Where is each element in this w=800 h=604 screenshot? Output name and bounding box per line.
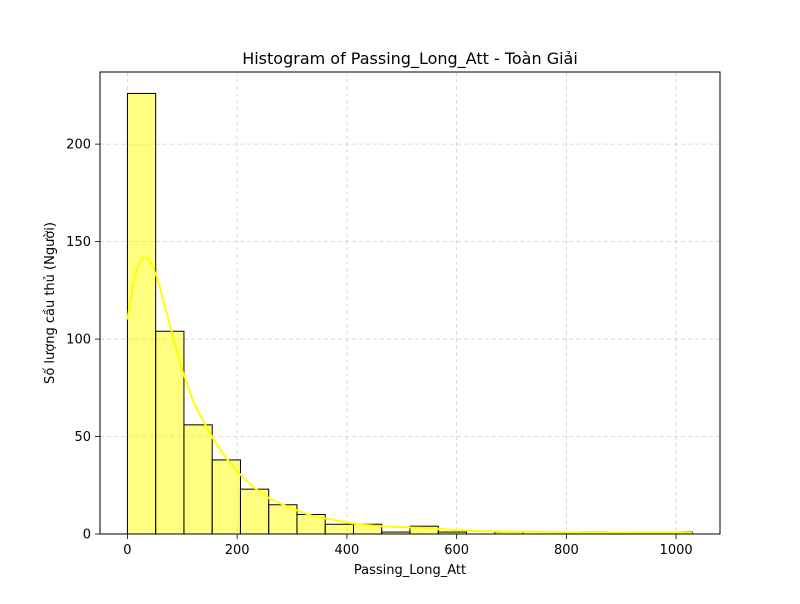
x-axis-ticks: 0 200 400 600 800 1000 — [123, 534, 693, 558]
histogram-bar — [183, 424, 213, 535]
histogram-bar — [239, 488, 270, 535]
plot-frame — [99, 71, 721, 535]
chart-title: Histogram of Passing_Long_Att - Toàn Giả… — [242, 49, 578, 69]
y-tick-label: 150 — [66, 235, 91, 250]
y-tick-label: 100 — [66, 333, 91, 348]
bars-layer — [126, 92, 694, 535]
x-axis-label: Passing_Long_Att — [354, 563, 466, 578]
y-tick-label: 0 — [83, 528, 91, 543]
x-tick-label: 600 — [444, 543, 469, 558]
kde-curve — [126, 255, 693, 534]
x-tick-label: 800 — [554, 543, 579, 558]
x-tick-label: 400 — [334, 543, 359, 558]
y-tick-label: 50 — [74, 430, 91, 445]
y-tick-label: 200 — [66, 138, 91, 153]
histogram-bar — [126, 92, 157, 535]
histogram-bar — [324, 523, 354, 535]
y-axis-ticks: 0 50 100 150 200 — [66, 138, 100, 543]
kde-layer — [126, 255, 693, 534]
x-tick-label: 200 — [225, 543, 250, 558]
x-tick-label: 1000 — [660, 543, 693, 558]
histogram-bar — [211, 459, 241, 535]
y-axis-label: Số lượng cầu thủ (Người) — [43, 222, 58, 384]
x-tick-label: 0 — [123, 543, 131, 558]
